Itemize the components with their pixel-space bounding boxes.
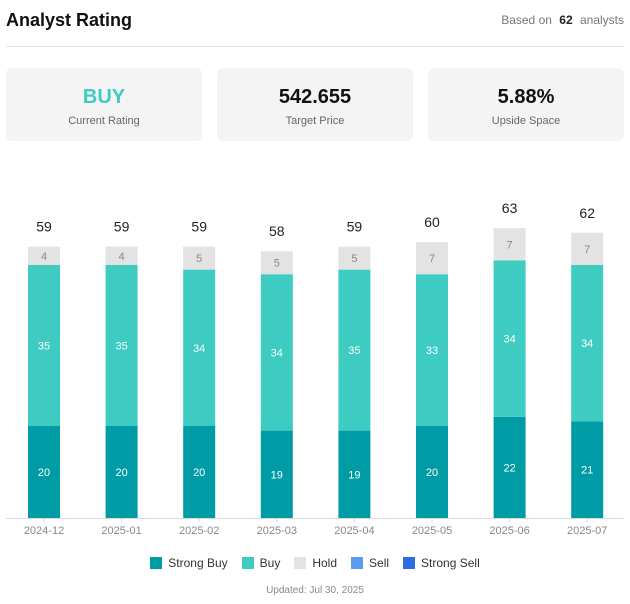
analyst-count: 62: [559, 13, 573, 27]
bar-segment: [28, 246, 60, 265]
data-label: 19: [271, 469, 283, 481]
bar-segment: [416, 426, 448, 518]
legend-swatch: [294, 557, 307, 569]
bar-segment: [105, 426, 138, 518]
based-on-prefix: Based on: [501, 13, 552, 27]
x-tick-label: 2025-02: [179, 525, 219, 537]
data-label: 34: [581, 338, 593, 350]
data-label: 5: [351, 253, 357, 265]
bar-segment: [260, 274, 293, 431]
legend-item[interactable]: Strong Buy: [150, 556, 228, 570]
bar-total-label: 59: [191, 219, 207, 235]
bar-total-label: 59: [36, 219, 52, 235]
current-rating-label: Current Rating: [68, 115, 140, 127]
bar-total-label: 62: [579, 205, 595, 221]
bar-segment: [571, 232, 604, 265]
data-label: 34: [193, 343, 205, 355]
bar-segment: [571, 421, 604, 518]
data-label: 20: [426, 467, 438, 479]
x-tick-label: 2025-05: [412, 525, 452, 537]
based-on-suffix: analysts: [579, 13, 624, 27]
current-rating-card: BUY Current Rating: [6, 68, 202, 141]
data-label: 22: [503, 462, 515, 474]
page-title: Analyst Rating: [6, 10, 133, 30]
legend-item[interactable]: Strong Sell: [403, 556, 480, 570]
target-price-value: 542.655: [278, 86, 352, 108]
bar-total-label: 63: [502, 200, 518, 216]
bar-total-label: 60: [424, 214, 440, 230]
bar-segment: [260, 430, 293, 518]
legend-item[interactable]: Sell: [351, 556, 389, 570]
bar-segment: [416, 274, 448, 426]
data-label: 7: [507, 239, 513, 251]
bar-segment: [260, 251, 293, 275]
legend-item[interactable]: Hold: [294, 556, 337, 570]
upside-space-label: Upside Space: [491, 115, 561, 127]
data-label: 4: [119, 251, 125, 263]
bar-segment: [571, 265, 604, 422]
header-divider: [6, 46, 624, 47]
legend-swatch: [150, 557, 163, 569]
data-label: 7: [429, 253, 435, 265]
bar-total-label: 59: [114, 219, 130, 235]
data-label: 20: [115, 467, 127, 479]
bar-segment: [338, 269, 371, 431]
current-rating-value: BUY: [82, 86, 126, 108]
legend-label: Strong Sell: [421, 556, 480, 570]
data-label: 20: [38, 467, 50, 479]
data-label: 5: [196, 253, 202, 265]
upside-space-value: 5.88%: [497, 86, 555, 108]
data-label: 35: [38, 341, 50, 353]
legend-label: Buy: [259, 556, 281, 570]
data-label: 34: [271, 347, 283, 359]
x-tick-label: 2025-07: [567, 525, 607, 537]
target-price-label: Target Price: [285, 115, 345, 127]
legend-swatch: [241, 557, 254, 569]
x-tick-label: 2024-12: [24, 525, 64, 537]
bar-segment: [416, 242, 448, 275]
legend-label: Hold: [312, 556, 338, 570]
bar-segment: [338, 246, 371, 270]
legend-label: Strong Buy: [168, 556, 228, 570]
bar-segment: [28, 426, 60, 518]
bar-segment: [105, 265, 138, 426]
data-label: 34: [503, 334, 515, 346]
bar-total-label: 58: [269, 223, 285, 239]
bar-segment: [105, 246, 138, 265]
analyst-count-note: Based on 62 analysts: [501, 13, 624, 27]
data-label: 35: [115, 341, 127, 353]
x-tick-label: 2025-04: [334, 525, 374, 537]
bar-segment: [183, 269, 216, 426]
x-tick-label: 2025-01: [101, 525, 141, 537]
bar-segment: [28, 265, 60, 426]
upside-space-card: 5.88% Upside Space: [428, 68, 624, 141]
header: Analyst Rating Based on 62 analysts: [0, 0, 630, 46]
data-label: 33: [426, 345, 438, 357]
legend-item[interactable]: Buy: [241, 556, 281, 570]
data-label: 21: [581, 465, 593, 477]
bar-segment: [493, 228, 526, 261]
data-label: 20: [193, 467, 205, 479]
bar-total-label: 59: [347, 219, 363, 235]
legend-swatch: [403, 557, 416, 569]
data-label: 5: [274, 258, 280, 270]
chart-legend: Strong Buy Buy Hold Sell Strong Sell: [0, 556, 630, 574]
bar-segment: [338, 430, 371, 518]
bar-segment: [493, 416, 526, 518]
legend-label: Sell: [369, 556, 390, 570]
data-label: 7: [584, 244, 590, 256]
data-label: 19: [348, 469, 360, 481]
target-price-card: 542.655 Target Price: [217, 68, 413, 141]
updated-timestamp: Updated: Jul 30, 2025: [266, 585, 364, 596]
x-tick-label: 2025-03: [257, 525, 297, 537]
data-label: 4: [41, 251, 47, 263]
rating-stacked-bar-chart: 20 35 4 59 2024-12 20 35 4 59 2025-01 20 34 5 59 2025-…: [6, 200, 624, 537]
x-tick-label: 2025-06: [489, 525, 529, 537]
bar-segment: [183, 426, 216, 518]
bar-segment: [183, 246, 216, 270]
data-label: 35: [348, 345, 360, 357]
bar-segment: [493, 260, 526, 417]
legend-swatch: [351, 557, 364, 569]
